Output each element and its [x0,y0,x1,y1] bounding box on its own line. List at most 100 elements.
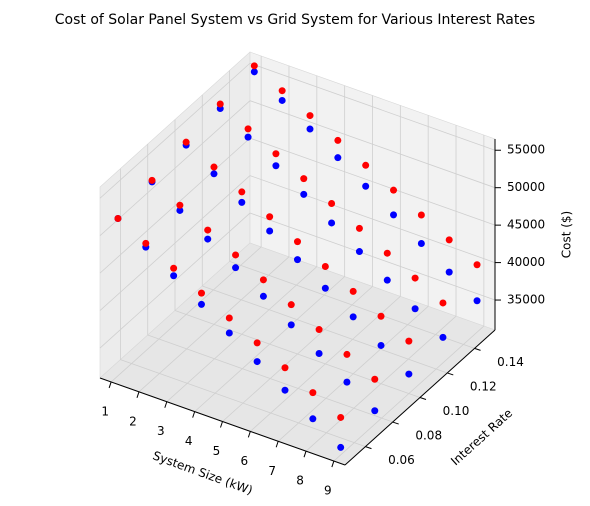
tick-mark [108,381,112,389]
data-point [142,239,150,247]
data-point [210,163,218,171]
data-point [309,415,317,423]
tick-mark [164,401,168,408]
data-point [244,133,252,141]
data-point [390,211,398,219]
grid-line [99,175,251,311]
data-point [287,321,295,329]
data-point [343,378,351,386]
data-point [253,358,261,366]
tick-mark [192,411,196,418]
x-tick-label: 3 [157,424,165,438]
x-tick-label: 5 [213,444,221,458]
data-point [383,249,391,257]
data-point [417,211,425,219]
data-point [362,161,370,169]
data-point [176,201,184,209]
data-point [377,341,385,349]
data-point [439,299,447,307]
data-point [182,138,190,146]
tick-mark [275,441,279,448]
data-point [355,224,363,232]
data-point [244,125,252,133]
x-tick-label: 4 [185,434,193,448]
chart-title: Cost of Solar Panel System vs Grid Syste… [55,12,535,28]
data-point [170,272,178,280]
data-point [411,274,419,282]
grid-line [249,62,496,151]
data-point [300,175,308,183]
data-point [204,226,212,234]
data-point [417,239,425,247]
data-point [294,256,301,264]
tick-mark [247,431,251,438]
grid-line [99,100,251,236]
data-point [321,263,329,271]
data-point [225,314,233,322]
tick-mark [419,397,427,400]
data-point [238,198,246,206]
x-tick-label: 7 [268,464,276,478]
tick-mark [365,446,372,450]
data-point [253,339,261,347]
tick-mark [331,460,335,468]
tick-mark [303,451,307,458]
data-point [337,443,345,451]
data-point [383,276,391,284]
data-point [306,125,314,133]
tick-mark [220,421,223,428]
data-point [232,251,240,259]
data-point [315,350,323,358]
data-point [405,337,413,345]
data-point [114,215,122,223]
y-tick-label: 0.06 [388,453,415,467]
data-point [281,364,289,372]
z-tick-label: 55000 [507,143,545,157]
data-point [238,188,246,196]
data-point [390,186,398,194]
data-point [306,112,314,120]
data-point [439,333,447,341]
data-point [309,389,317,397]
data-point [343,350,351,358]
tick-mark [447,372,454,376]
data-point [197,289,205,297]
data-point [259,276,267,284]
data-point [272,162,280,170]
grid-line [99,137,251,274]
data-point [334,136,342,144]
x-tick-label: 9 [324,484,332,498]
data-point [473,297,481,305]
data-point [355,248,363,256]
x-tick-label: 6 [241,454,249,468]
data-point [216,100,224,108]
data-point [349,287,357,295]
data-point [278,96,286,104]
data-point [362,182,370,190]
y-tick-label: 0.12 [470,379,497,393]
grid-line [120,359,366,447]
z-axis-label: Cost ($) [560,211,574,259]
data-point [176,206,184,214]
data-point [281,386,289,394]
data-point [266,227,274,235]
data-point [445,268,453,276]
z-tick-label: 50000 [507,180,545,194]
x-axis [99,377,346,466]
x-tick-label: 8 [296,474,304,488]
data-point [294,238,301,246]
data-point [300,190,308,198]
grid-line [249,100,496,189]
grid-line [229,261,475,349]
data-point [371,407,379,415]
tick-mark [474,347,481,351]
data-point [250,68,258,76]
grid-line [202,285,448,374]
grid-line [249,137,496,226]
data-point [473,261,481,269]
data-point [315,326,323,334]
grid-line [249,212,496,301]
grid-line [99,212,251,349]
data-point [232,264,240,272]
